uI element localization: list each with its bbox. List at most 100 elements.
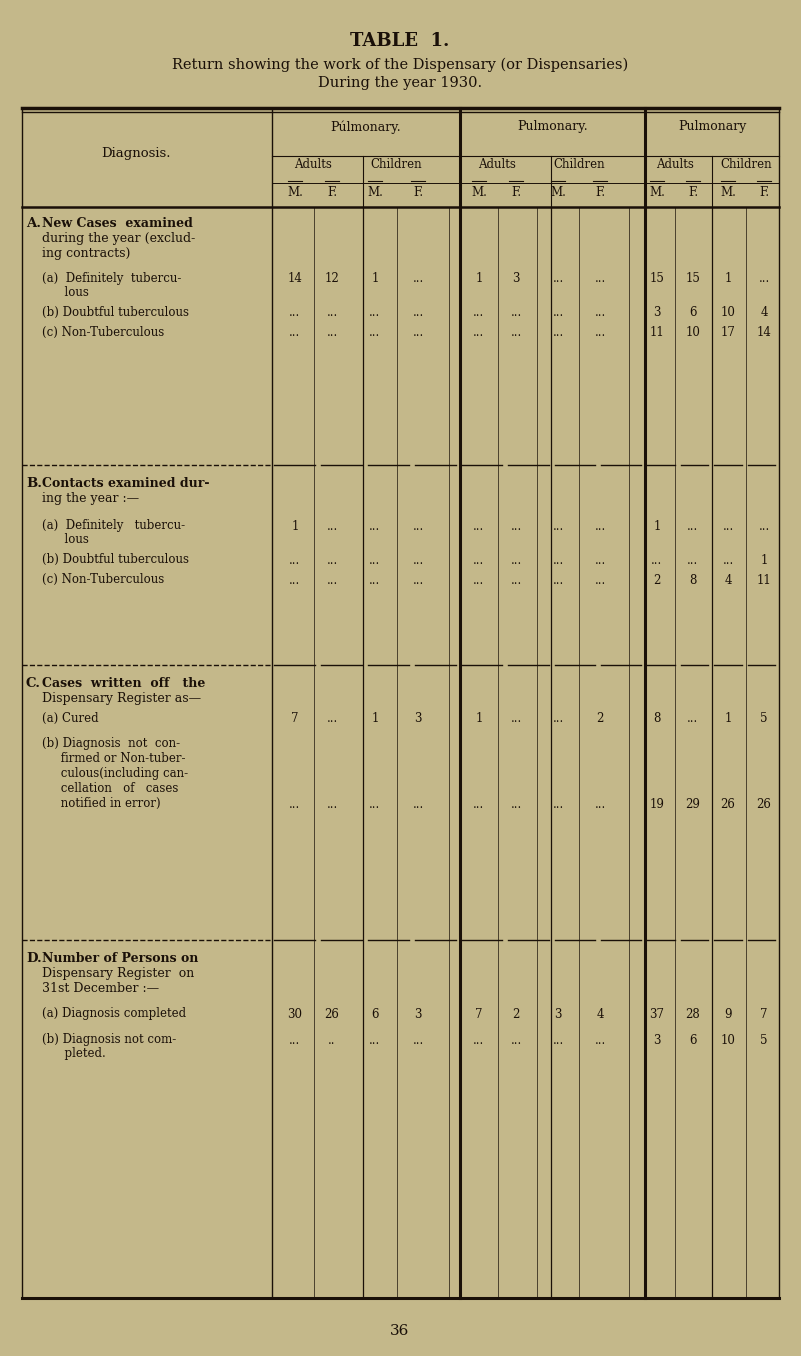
Text: (b) Doubtful tuberculous: (b) Doubtful tuberculous [42,306,189,319]
Text: ...: ... [289,306,300,320]
Text: Dispensary Register as—: Dispensary Register as— [42,692,201,705]
Text: 28: 28 [686,1008,700,1021]
Text: ...: ... [289,574,300,587]
Text: Cases  written  off   the: Cases written off the [42,677,205,690]
Text: 6: 6 [689,1033,697,1047]
Text: ...: ... [413,306,424,320]
Text: ...: ... [510,712,521,725]
Text: 2: 2 [513,1008,520,1021]
Text: ing contracts): ing contracts) [42,247,131,260]
Text: Return showing the work of the Dispensary (or Dispensaries): Return showing the work of the Dispensar… [172,58,628,72]
Text: ...: ... [473,327,485,339]
Text: 7: 7 [292,712,299,725]
Text: ...: ... [594,306,606,320]
Text: ...: ... [473,306,485,320]
Text: 3: 3 [654,306,661,320]
Text: During the year 1930.: During the year 1930. [318,76,482,89]
Text: ing the year :—: ing the year :— [42,492,139,504]
Text: ...: ... [369,553,380,567]
Text: ...: ... [369,519,380,533]
Text: 4: 4 [596,1008,604,1021]
Text: ...: ... [759,519,770,533]
Text: ...: ... [723,553,734,567]
Text: 3: 3 [554,1008,562,1021]
Text: ...: ... [510,306,521,320]
Text: 8: 8 [690,574,697,587]
Text: culous(including can-: culous(including can- [42,767,188,780]
Text: (a)  Definitely  tubercu-: (a) Definitely tubercu- [42,273,181,285]
Text: notified in error): notified in error) [42,797,161,810]
Text: New Cases  examined: New Cases examined [42,217,193,231]
Text: (b) Diagnosis not com-: (b) Diagnosis not com- [42,1033,176,1045]
Text: Number of Persons on: Number of Persons on [42,952,199,965]
Text: 1: 1 [292,519,299,533]
Text: ...: ... [651,553,662,567]
Text: 10: 10 [686,327,700,339]
Text: 19: 19 [650,797,665,811]
Text: TABLE  1.: TABLE 1. [350,33,449,50]
Text: Dispensary Register  on: Dispensary Register on [42,967,195,980]
Text: 1: 1 [372,712,379,725]
Text: Children: Children [720,159,772,171]
Text: ...: ... [759,273,770,286]
Text: ...: ... [510,574,521,587]
Text: ...: ... [369,574,380,587]
Text: ...: ... [594,273,606,286]
Text: ...: ... [553,519,564,533]
Text: 15: 15 [650,273,665,286]
Text: Adults: Adults [295,159,332,171]
Text: ...: ... [594,553,606,567]
Text: 3: 3 [654,1033,661,1047]
Text: ...: ... [413,273,424,286]
Text: 6: 6 [689,306,697,320]
Text: ...: ... [413,574,424,587]
Text: ...: ... [369,797,380,811]
Text: ...: ... [594,327,606,339]
Text: ...: ... [289,327,300,339]
Text: 36: 36 [390,1323,409,1338]
Text: 6: 6 [371,1008,379,1021]
Text: ...: ... [553,574,564,587]
Text: F.: F. [688,186,698,199]
Text: M.: M. [287,186,303,199]
Text: F.: F. [511,186,521,199]
Text: 15: 15 [686,273,700,286]
Text: 2: 2 [596,712,604,725]
Text: lous: lous [42,286,89,300]
Text: ...: ... [510,1033,521,1047]
Text: 11: 11 [650,327,664,339]
Text: ...: ... [553,1033,564,1047]
Text: ...: ... [413,327,424,339]
Text: ...: ... [594,1033,606,1047]
Text: 5: 5 [760,1033,767,1047]
Text: ...: ... [553,306,564,320]
Text: 26: 26 [721,797,735,811]
Text: lous: lous [42,533,89,546]
Text: M.: M. [471,186,487,199]
Text: Púlmonary.: Púlmonary. [331,119,401,133]
Text: 29: 29 [686,797,700,811]
Text: ...: ... [473,797,485,811]
Text: B.: B. [26,477,42,490]
Text: 26: 26 [324,1008,340,1021]
Text: 12: 12 [324,273,340,286]
Text: Adults: Adults [656,159,694,171]
Text: C.: C. [26,677,41,690]
Text: ...: ... [553,327,564,339]
Text: 1: 1 [760,553,767,567]
Text: Adults: Adults [478,159,517,171]
Text: ...: ... [289,1033,300,1047]
Text: ...: ... [326,306,338,320]
Text: M.: M. [649,186,665,199]
Text: 14: 14 [288,273,303,286]
Text: F.: F. [595,186,605,199]
Text: ...: ... [289,797,300,811]
Text: ...: ... [413,519,424,533]
Text: ...: ... [473,553,485,567]
Text: 37: 37 [650,1008,665,1021]
Text: ...: ... [473,574,485,587]
Text: (a) Diagnosis completed: (a) Diagnosis completed [42,1008,186,1020]
Text: 1: 1 [475,712,483,725]
Text: 1: 1 [475,273,483,286]
Text: Diagnosis.: Diagnosis. [101,146,171,160]
